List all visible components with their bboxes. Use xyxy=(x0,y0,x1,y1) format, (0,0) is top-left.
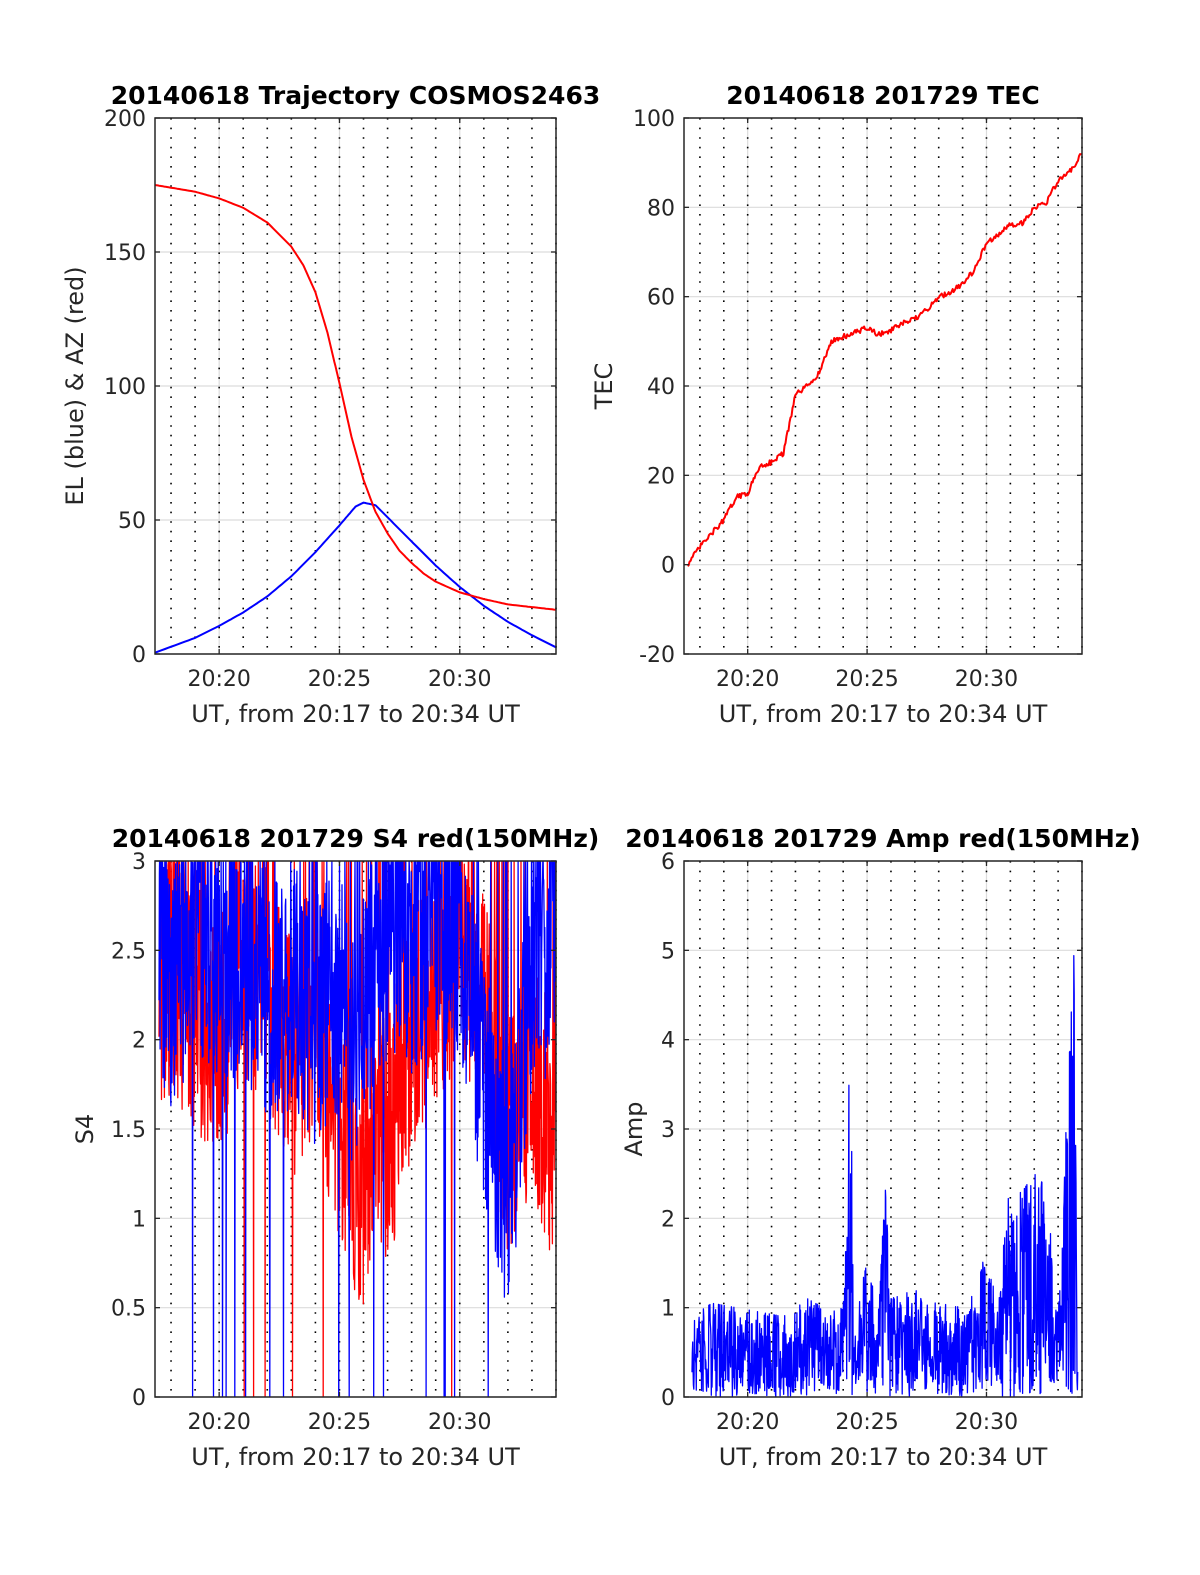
series-line-1 xyxy=(158,861,556,1397)
y-tick-label: 4 xyxy=(661,1029,675,1054)
series-group xyxy=(155,184,556,654)
y-tick-label: 1.5 xyxy=(111,1118,146,1143)
series-group xyxy=(691,955,1079,1397)
chart-title: 20140618 201729 Amp red(150MHz) xyxy=(625,824,1141,853)
x-tick-label: 20:20 xyxy=(187,667,250,692)
y-tick-label: 0 xyxy=(661,1386,675,1411)
y-tick-label: 2.5 xyxy=(111,939,146,964)
series-group xyxy=(158,861,556,1397)
y-axis-label: TEC xyxy=(590,363,618,411)
y-tick-label: -20 xyxy=(639,643,675,668)
x-axis-label: UT, from 20:17 to 20:34 UT xyxy=(719,1443,1048,1471)
trajectory-chart: 0 50 100 150 200 20:20 20:25 20:30 20140618 Traj… xyxy=(61,81,600,728)
y-tick-label: 200 xyxy=(104,107,146,132)
x-tick-label: 20:30 xyxy=(955,1410,1018,1435)
y-tick-label: 0 xyxy=(132,1386,146,1411)
x-axis-label: UT, from 20:17 to 20:34 UT xyxy=(191,700,520,728)
x-axis-label: UT, from 20:17 to 20:34 UT xyxy=(719,700,1048,728)
x-tick-label: 20:20 xyxy=(716,1410,779,1435)
y-tick-label: 1 xyxy=(661,1297,675,1322)
y-tick-label: 2 xyxy=(661,1207,675,1232)
x-tick-label: 20:30 xyxy=(955,667,1018,692)
x-tick-label: 20:30 xyxy=(428,1410,491,1435)
y-tick-label: 20 xyxy=(647,464,675,489)
y-tick-label: 80 xyxy=(647,196,675,221)
y-tick-label: 60 xyxy=(647,286,675,311)
x-tick-label: 20:20 xyxy=(716,667,779,692)
x-tick-label: 20:25 xyxy=(835,667,898,692)
series-line-0 xyxy=(155,501,556,654)
tec-chart: -20 0 20 40 60 80 100 20:20 20:25 20:30 20140618 2… xyxy=(590,81,1083,728)
y-tick-label: 2 xyxy=(132,1029,146,1054)
y-tick-label: 3 xyxy=(132,850,146,875)
x-tick-label: 20:20 xyxy=(187,1410,250,1435)
x-axis-label: UT, from 20:17 to 20:34 UT xyxy=(191,1443,520,1471)
x-tick-label: 20:25 xyxy=(308,1410,371,1435)
y-tick-label: 100 xyxy=(633,107,675,132)
y-tick-label: 0.5 xyxy=(111,1297,146,1322)
y-tick-label: 0 xyxy=(132,643,146,668)
y-tick-label: 6 xyxy=(661,850,675,875)
y-tick-label: 150 xyxy=(104,241,146,266)
y-axis-label: S4 xyxy=(71,1114,99,1145)
x-tick-label: 20:25 xyxy=(835,1410,898,1435)
series-group xyxy=(687,152,1082,567)
amp-chart: 0 1 2 3 4 5 6 20:20 20:25 20:30 20140618 201729 Am… xyxy=(620,824,1141,1471)
y-tick-label: 100 xyxy=(104,375,146,400)
chart-title: 20140618 201729 S4 red(150MHz) xyxy=(112,824,600,853)
series-line-1 xyxy=(155,184,556,611)
y-tick-label: 3 xyxy=(661,1118,675,1143)
y-tick-label: 0 xyxy=(661,554,675,579)
series-line-0 xyxy=(687,152,1082,567)
chart-title: 20140618 Trajectory COSMOS2463 xyxy=(111,81,601,110)
s4-chart: 0 0.5 1 1.5 2 2.5 3 20:20 20:25 20:30 20140618 201… xyxy=(71,824,600,1471)
y-tick-label: 40 xyxy=(647,375,675,400)
chart-title: 20140618 201729 TEC xyxy=(726,81,1039,110)
x-tick-label: 20:25 xyxy=(308,667,371,692)
y-axis-label: Amp xyxy=(620,1101,648,1156)
x-tick-label: 20:30 xyxy=(428,667,491,692)
y-axis-label: EL (blue) & AZ (red) xyxy=(61,266,89,505)
series-line-0 xyxy=(691,955,1079,1397)
y-tick-label: 50 xyxy=(118,509,146,534)
y-tick-label: 5 xyxy=(661,939,675,964)
y-tick-label: 1 xyxy=(132,1207,146,1232)
